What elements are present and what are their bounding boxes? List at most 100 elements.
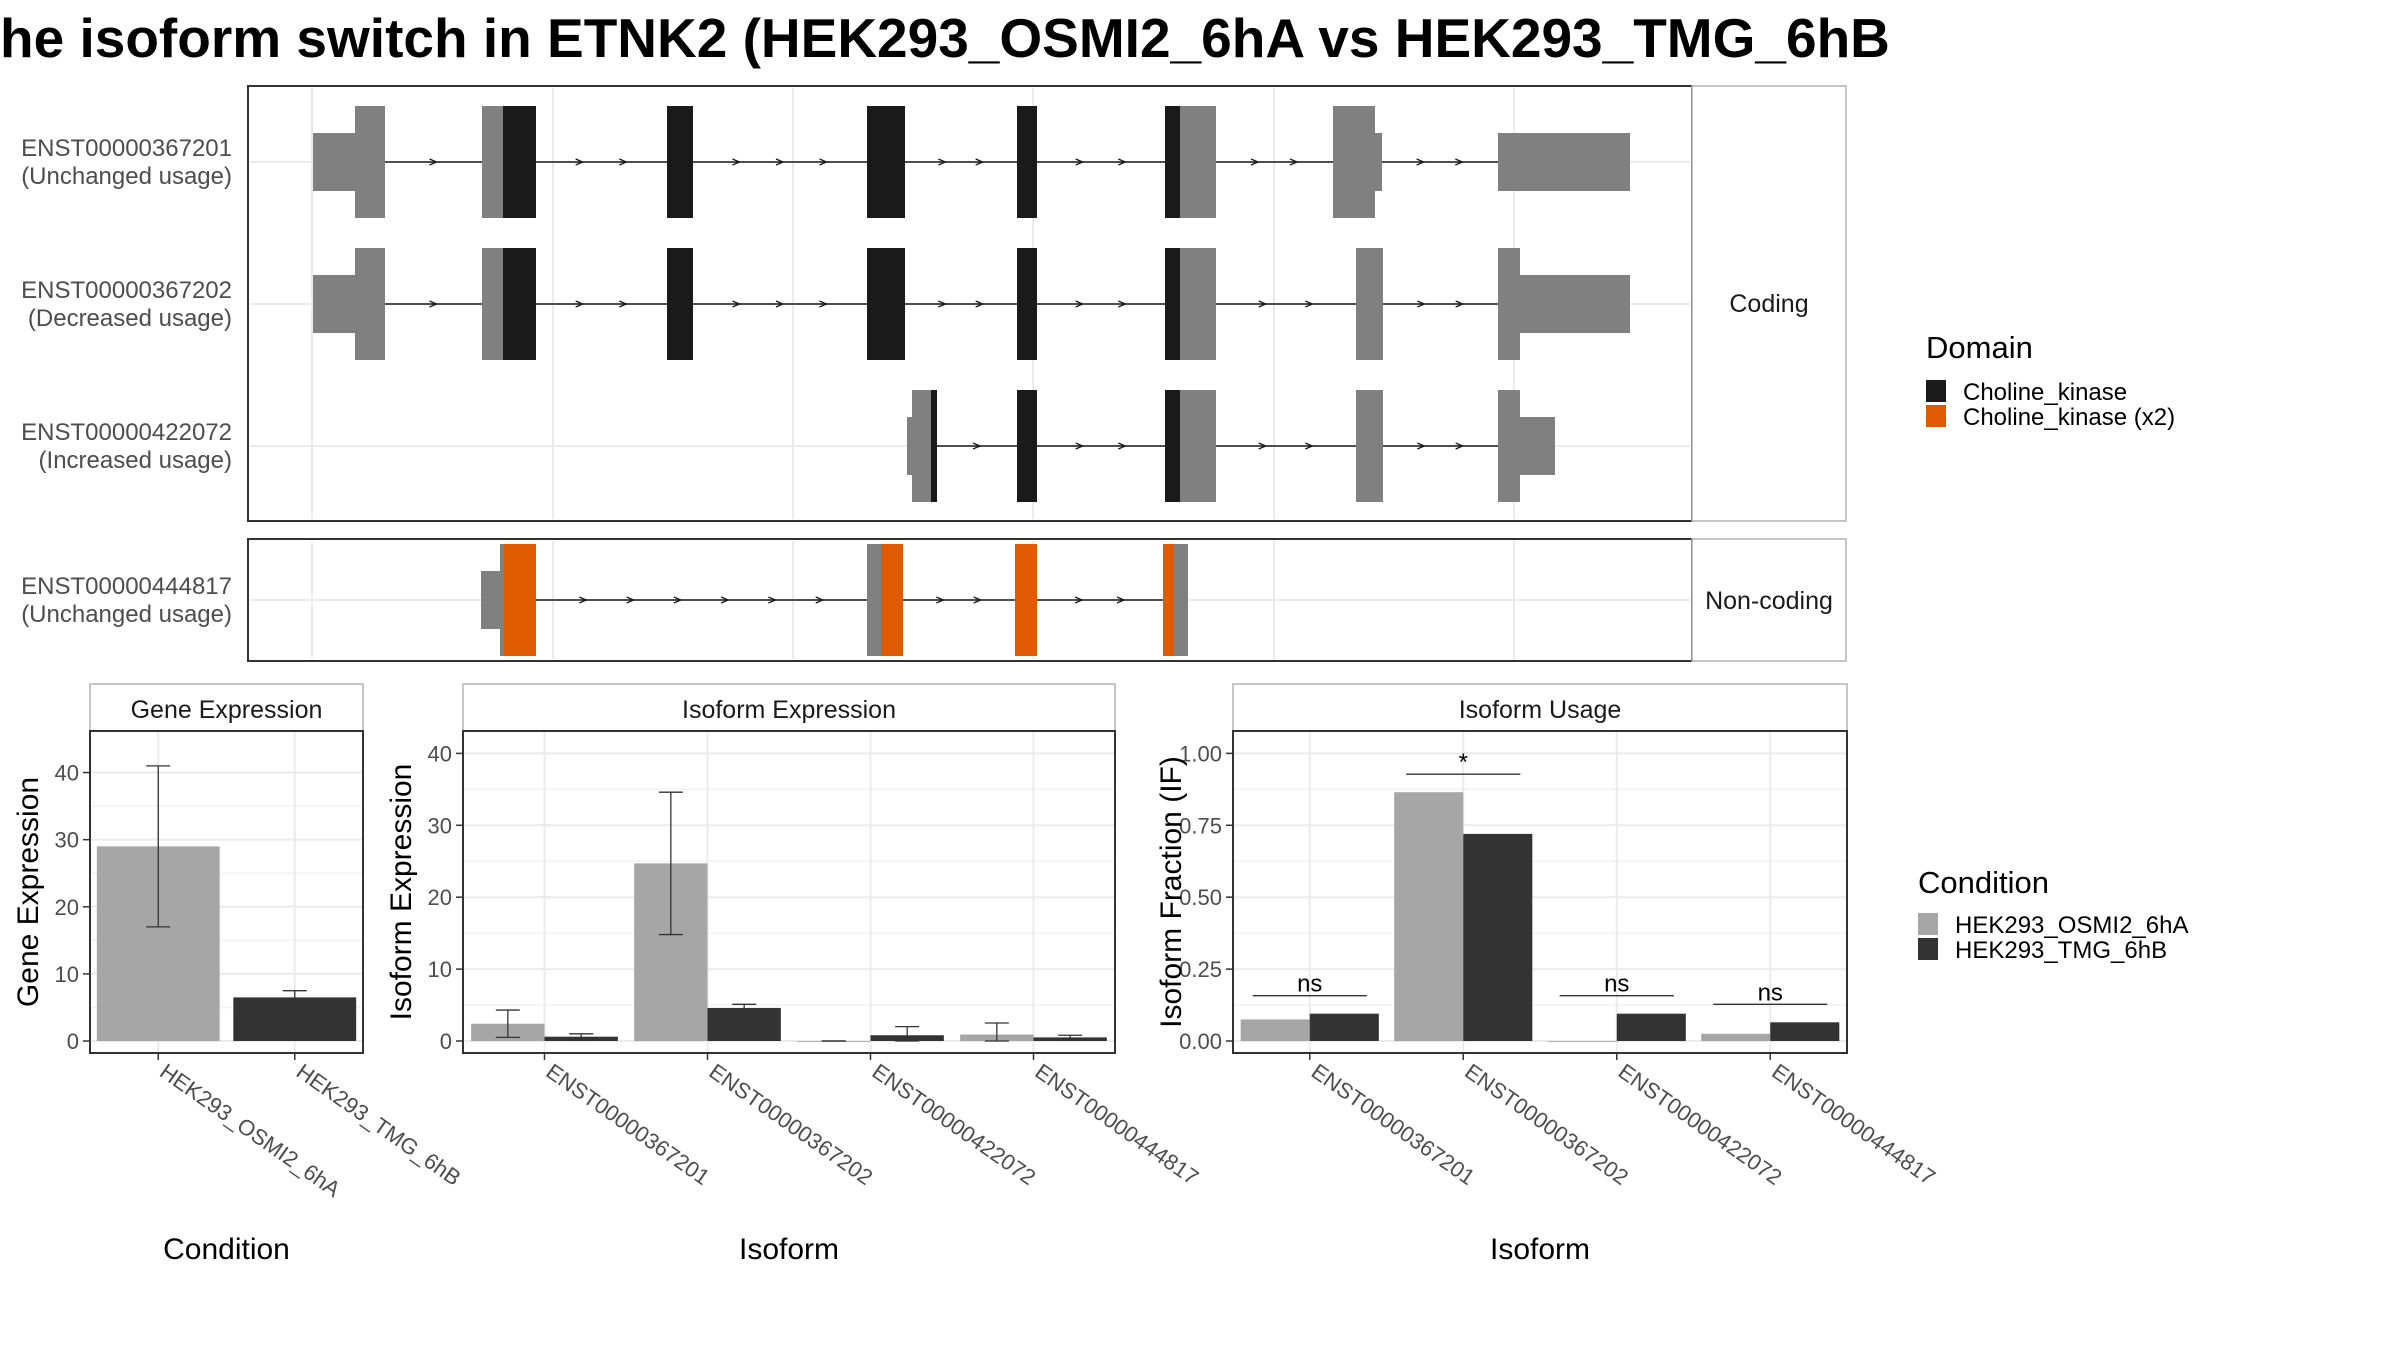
utr-exon	[1333, 106, 1375, 218]
significance-label: ns	[1604, 971, 1629, 998]
strand-arrow	[815, 596, 825, 604]
transcript-1-id: ENST00000367201	[21, 135, 232, 162]
condition-legend-label-1: HEK293_OSMI2_6hA	[1955, 912, 2188, 939]
y-tick-label: 0.25	[1179, 957, 1222, 982]
y-tick-label: 0.00	[1179, 1029, 1222, 1054]
isoform-usage-bar	[1394, 792, 1464, 1041]
condition-legend-title: Condition	[1918, 865, 2049, 900]
domain-exon	[1015, 544, 1037, 656]
utr-exon	[481, 571, 500, 629]
transcript-track-1	[313, 106, 1630, 218]
domain-exon	[667, 106, 693, 218]
domain-exon	[504, 544, 536, 656]
utr-exon	[482, 248, 503, 360]
strand-arrow	[575, 300, 585, 308]
strand-arrow	[1250, 158, 1260, 166]
strand-arrow	[1416, 158, 1426, 166]
isoform-usage-frame	[1232, 730, 1848, 1054]
isoform-usage-chart: Isoform Usage ns * ns ns 0.00 0.25 0.50 0.75 1.00…	[1155, 683, 1940, 1266]
strand-arrow	[429, 300, 439, 308]
strand-arrow	[1118, 442, 1127, 450]
strand-arrow	[579, 596, 588, 604]
y-tick-label: 0.75	[1179, 813, 1222, 838]
y-tick-label: 30	[55, 828, 79, 853]
domain-exon	[931, 390, 937, 502]
condition-legend-swatch-1	[1918, 913, 1938, 935]
transcript-track-3	[907, 390, 1555, 502]
strand-arrow	[1075, 442, 1085, 450]
isoform-expression-x-axis-title: Isoform	[739, 1233, 839, 1266]
transcript-1-status: (Unchanged usage)	[21, 163, 232, 190]
y-tick-label: 0.50	[1179, 885, 1222, 910]
isoform-usage-bar	[1309, 1013, 1379, 1041]
gene-expression-x-axis-title: Condition	[163, 1233, 290, 1266]
isoform-usage-y-axis-title: Isoform Fraction (IF)	[1155, 756, 1188, 1028]
isoform-usage-bar	[1701, 1033, 1771, 1041]
y-tick-label: 20	[428, 885, 452, 910]
y-tick-label: 0	[440, 1029, 452, 1054]
utr-exon	[355, 106, 385, 218]
y-tick-label: 1.00	[1179, 741, 1222, 766]
isoform-expression-strip	[462, 683, 1116, 732]
utr-exon	[1174, 544, 1188, 656]
strand-arrow	[775, 300, 785, 308]
strand-arrow	[619, 300, 628, 308]
transcript-4-status: (Unchanged usage)	[21, 601, 232, 628]
gene-expression-frame	[89, 730, 364, 1054]
x-tick-label: ENST00000367201	[1307, 1059, 1480, 1190]
y-tick-label: 20	[55, 895, 79, 920]
strand-arrow	[975, 158, 985, 166]
x-tick-label: ENST00000444817	[1031, 1059, 1204, 1190]
isoform-expression-plot-area	[463, 731, 1115, 1053]
domain-exon	[1165, 248, 1180, 360]
transcript-track-2	[313, 248, 1630, 360]
strand-arrow	[1075, 158, 1085, 166]
coding-strip-label: Coding	[1729, 290, 1808, 318]
domain-legend: Domain Choline_kinase Choline_kinase (x2…	[1926, 330, 2175, 431]
y-tick-label: 40	[55, 761, 79, 786]
domain-exon	[867, 248, 905, 360]
strand-arrow	[1417, 300, 1426, 308]
domain-exon	[503, 248, 536, 360]
isoform-usage-bar	[1463, 833, 1533, 1041]
transcript-2-status: (Decreased usage)	[28, 305, 232, 332]
domain-legend-label-2: Choline_kinase (x2)	[1963, 404, 2175, 431]
strand-arrow	[720, 596, 730, 604]
y-tick-label: 10	[428, 957, 452, 982]
utr-exon	[1180, 248, 1216, 360]
y-tick-label: 40	[428, 741, 452, 766]
utr-exon	[1498, 133, 1630, 191]
x-tick-label: ENST00000444817	[1767, 1059, 1940, 1190]
condition-legend-swatch-2	[1918, 938, 1938, 960]
strand-arrow	[972, 442, 982, 450]
strand-arrow	[1074, 596, 1084, 604]
strand-arrow	[938, 158, 947, 166]
isoform-expression-bar	[707, 1007, 781, 1041]
strand-arrow	[973, 596, 983, 604]
gene-expression-chart: Gene Expression010203040HEK293_OSMI2_6hA…	[12, 683, 465, 1266]
domain-legend-label-1: Choline_kinase	[1963, 379, 2127, 406]
domain-exon	[503, 106, 536, 218]
strand-arrow	[775, 158, 785, 166]
domain-exon	[881, 544, 903, 656]
strand-arrow	[575, 158, 585, 166]
y-tick-label: 30	[428, 813, 452, 838]
strand-arrow	[429, 158, 439, 166]
utr-exon	[313, 275, 355, 333]
strand-arrow	[938, 300, 947, 308]
strand-arrow	[1455, 158, 1464, 166]
x-tick-label: ENST00000367202	[1460, 1059, 1633, 1190]
figure-title: he isoform switch in ETNK2 (HEK293_OSMI2…	[0, 7, 1890, 69]
x-tick-label: ENST00000422072	[1614, 1059, 1787, 1190]
utr-exon	[1520, 417, 1555, 475]
domain-legend-swatch-2	[1926, 405, 1946, 427]
isoform-expression-chart: Isoform Expression 0 10 20 30 40 ENST000003672…	[385, 683, 1204, 1266]
strand-arrow	[1305, 442, 1314, 450]
transcript-tracks	[313, 106, 1630, 656]
isoform-usage-bar	[1770, 1022, 1840, 1041]
significance-label: ns	[1758, 979, 1783, 1006]
utr-exon	[1356, 248, 1383, 360]
utr-exon	[1180, 390, 1216, 502]
x-tick-label: ENST00000422072	[868, 1059, 1041, 1190]
domain-exon	[1017, 390, 1037, 502]
